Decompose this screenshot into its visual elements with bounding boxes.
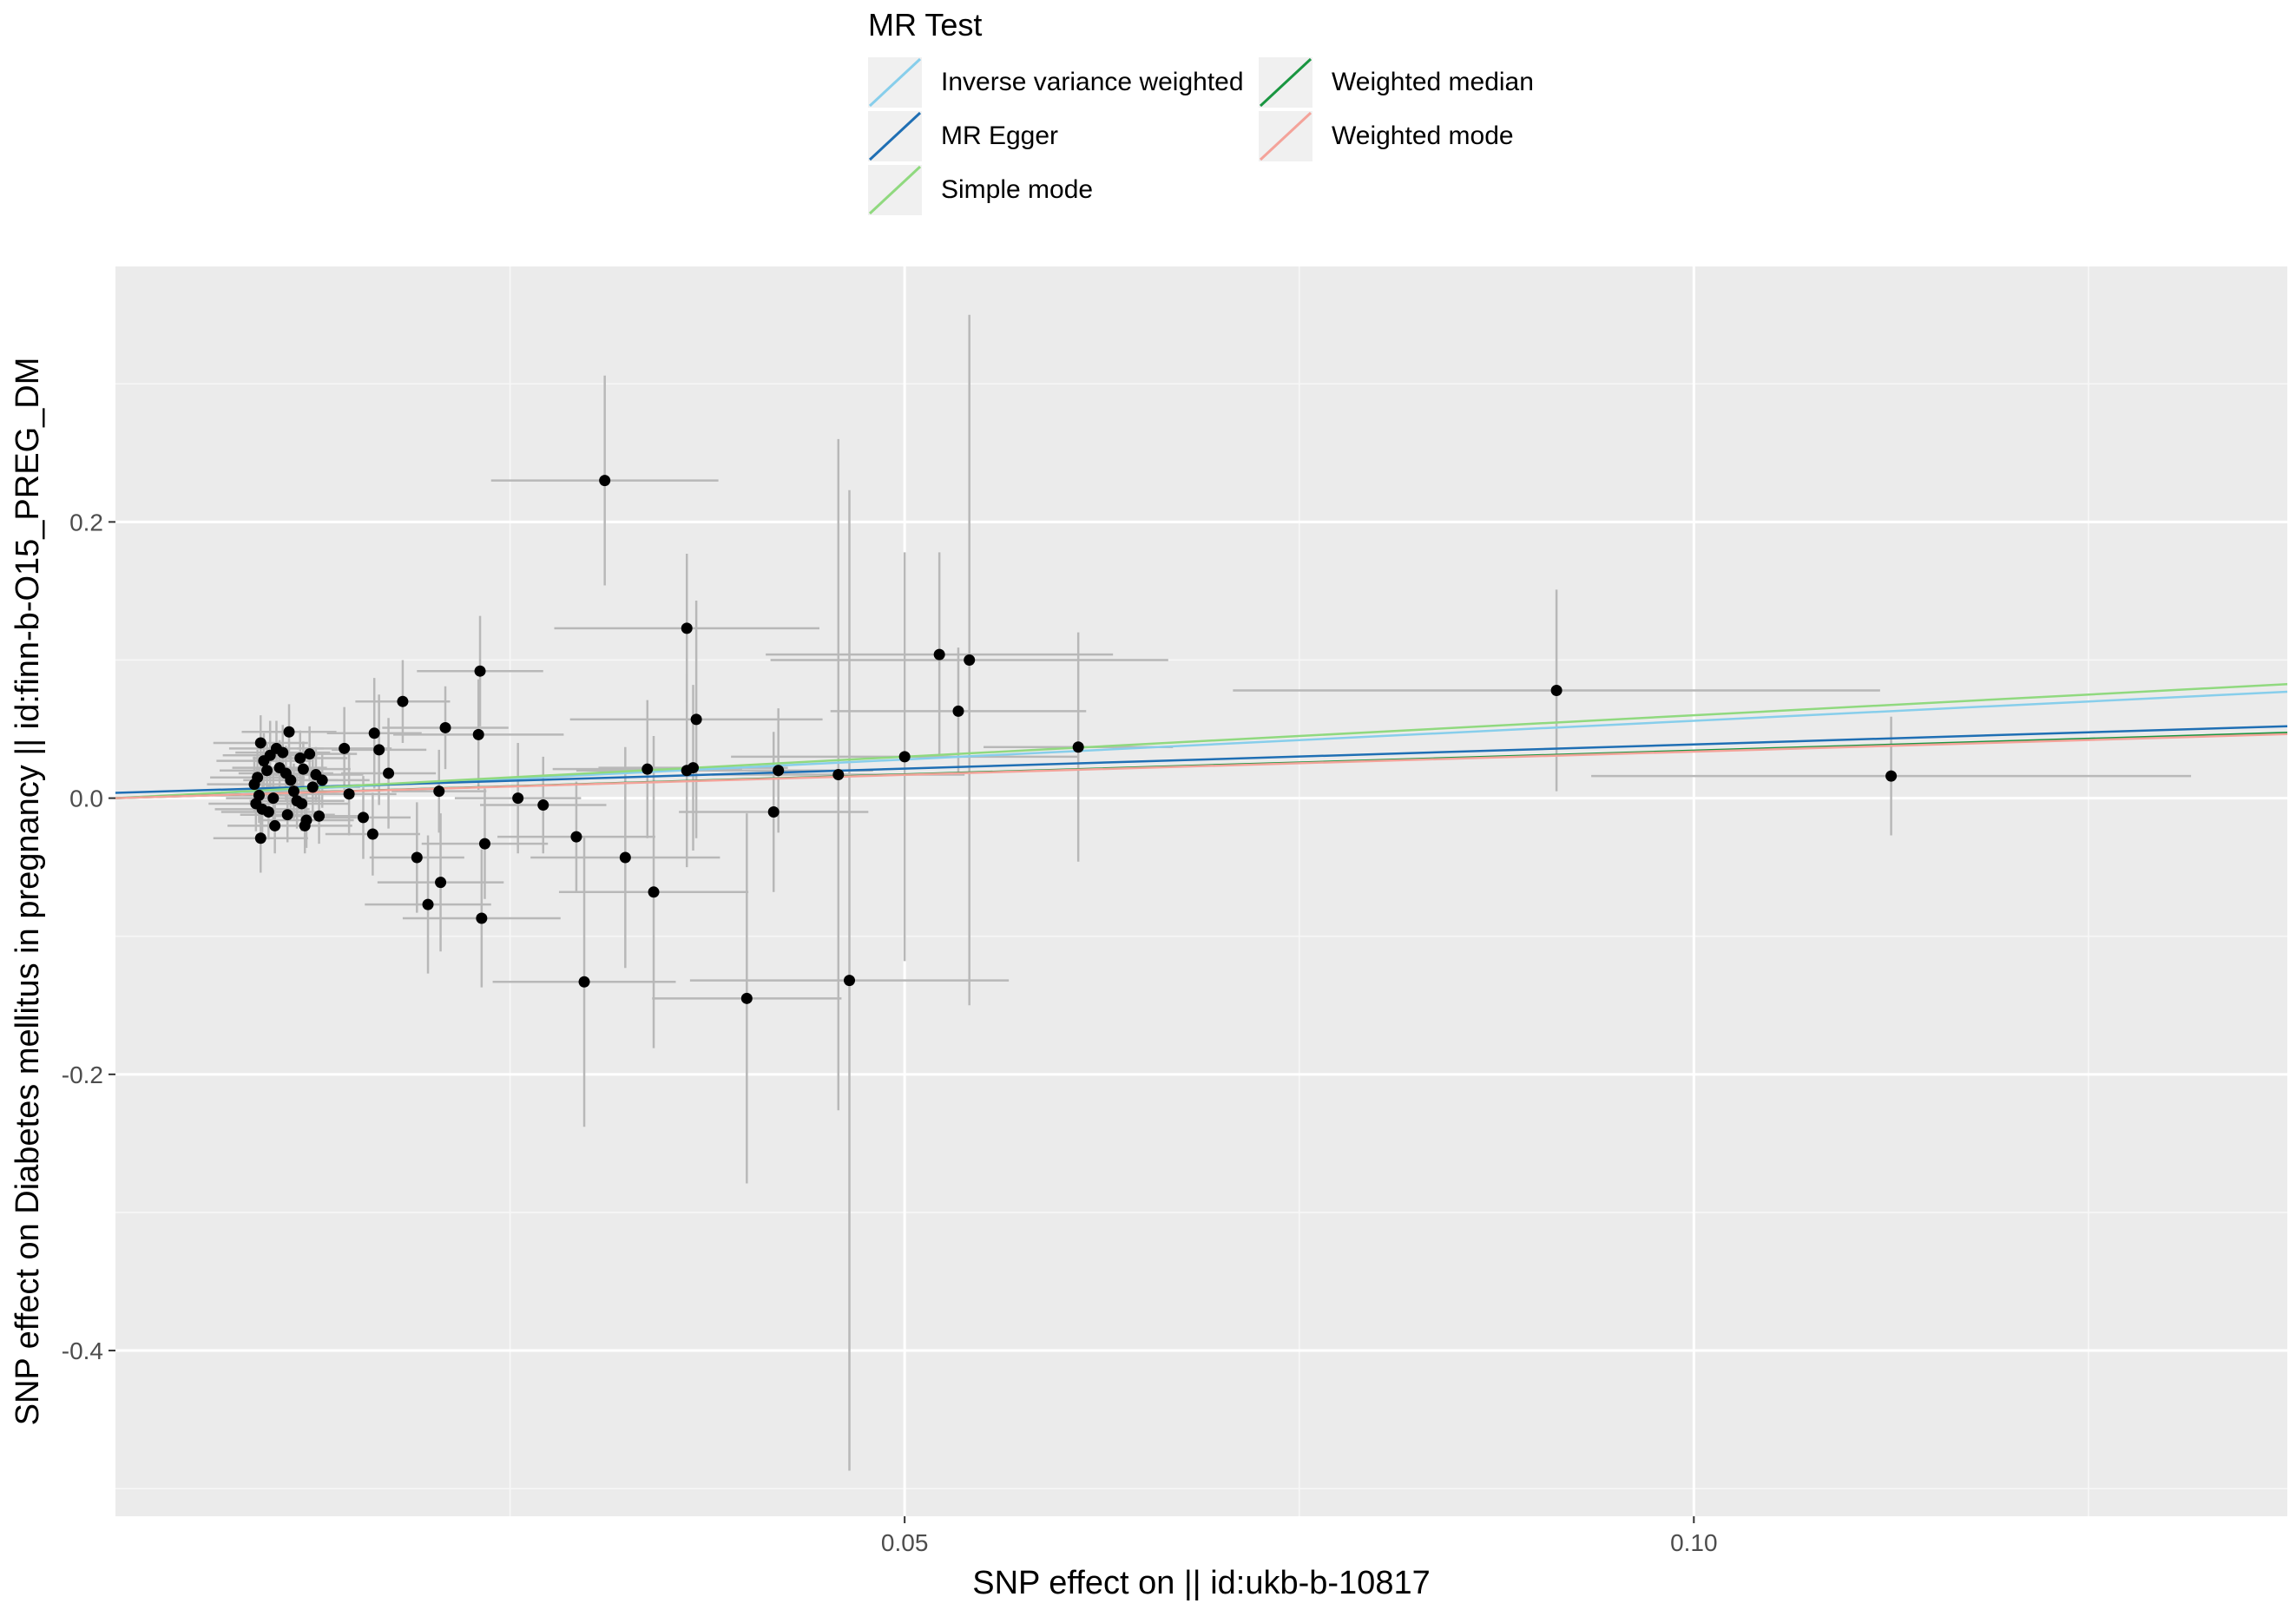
data-point: [287, 785, 299, 798]
data-point: [898, 751, 911, 763]
data-point: [283, 726, 295, 738]
data-point: [285, 774, 297, 786]
data-points: [248, 475, 1898, 1004]
data-point: [306, 781, 319, 793]
legend-item-ivw: Inverse variance weighted: [868, 56, 1244, 108]
data-point: [267, 792, 280, 805]
data-point: [357, 812, 369, 824]
data-point: [832, 769, 845, 781]
regression-line-mr-egger: [115, 725, 2288, 794]
data-point: [439, 721, 451, 733]
data-point: [570, 831, 582, 843]
regression-line-simple-mode: [115, 682, 2288, 799]
data-point: [316, 774, 328, 786]
data-point: [299, 819, 311, 831]
data-point: [254, 737, 266, 749]
data-point: [767, 806, 780, 818]
data-point: [648, 886, 660, 898]
data-point: [261, 765, 273, 777]
legend-item-weighted-median: Weighted median: [1259, 56, 1534, 108]
x-axis-label: SNP effect on || id:ukb-b-10817: [972, 1565, 1430, 1601]
legend-key-mr-egger-icon: [868, 111, 922, 161]
data-point: [339, 742, 351, 754]
axis-ticks: 0.05 0.10 0.2 0.0 -0.2 -0.4: [62, 509, 1718, 1556]
data-point: [844, 975, 856, 987]
data-point: [512, 792, 524, 805]
data-point: [474, 665, 486, 677]
y-tick-label: 0.0: [69, 785, 103, 812]
data-point: [599, 475, 611, 487]
y-tick-label: -0.4: [62, 1337, 103, 1364]
legend-title: MR Test: [868, 7, 983, 43]
regression-line-inverse-variance-weighted: [115, 690, 2288, 799]
data-point: [435, 877, 447, 889]
y-tick-label: -0.2: [62, 1061, 103, 1088]
regression-line-weighted-mode: [115, 733, 2288, 799]
legend-label-simple-mode: Simple mode: [941, 175, 1094, 204]
data-point: [690, 713, 702, 726]
legend-item-weighted-mode: Weighted mode: [1259, 110, 1514, 162]
data-point: [472, 728, 484, 740]
data-point: [262, 806, 274, 818]
data-point: [476, 912, 488, 924]
legend-key-weighted-median-icon: [1259, 57, 1312, 108]
plot-panel: [115, 266, 2287, 1516]
data-point: [1550, 684, 1562, 696]
data-point: [313, 810, 326, 822]
legend-label-ivw: Inverse variance weighted: [941, 68, 1244, 96]
data-point: [773, 765, 785, 777]
regression-lines: [115, 682, 2288, 799]
data-point: [411, 851, 423, 864]
data-point: [258, 755, 270, 767]
data-point: [297, 763, 309, 775]
x-tick-label: 0.05: [881, 1529, 929, 1556]
data-point: [433, 785, 445, 798]
x-tick-label: 0.10: [1670, 1529, 1718, 1556]
y-axis-label: SNP effect on Diabetes mellitus in pregn…: [10, 358, 46, 1426]
data-point: [1072, 741, 1084, 753]
legend-label-weighted-median: Weighted median: [1332, 68, 1534, 96]
major-gridlines: [115, 266, 2287, 1516]
data-point: [383, 767, 395, 779]
data-point: [422, 898, 434, 910]
data-point: [254, 832, 266, 844]
data-point: [619, 851, 631, 864]
data-point: [933, 648, 945, 660]
data-point: [578, 976, 590, 988]
data-point: [269, 819, 281, 831]
data-point: [277, 746, 289, 759]
data-point: [366, 828, 378, 840]
data-point: [281, 809, 293, 821]
data-point: [343, 788, 355, 800]
data-point: [304, 748, 316, 760]
legend-item-simple-mode: Simple mode: [868, 164, 1093, 216]
data-point: [373, 744, 385, 756]
data-point: [296, 798, 308, 810]
data-point: [952, 705, 964, 717]
data-point: [687, 762, 700, 774]
data-point: [397, 695, 409, 707]
legend-item-mr-egger: MR Egger: [868, 110, 1058, 162]
legend-label-mr-egger: MR Egger: [941, 122, 1059, 150]
legend-key-weighted-mode-icon: [1259, 111, 1312, 161]
legend-key-simple-mode-icon: [868, 165, 922, 215]
data-point: [478, 838, 490, 850]
y-tick-label: 0.2: [69, 509, 103, 536]
data-point: [537, 799, 549, 812]
data-point: [248, 779, 260, 791]
data-point: [964, 654, 976, 666]
legend-key-ivw-icon: [868, 57, 922, 108]
minor-gridlines: [115, 266, 2287, 1516]
legend-label-weighted-mode: Weighted mode: [1332, 122, 1514, 150]
data-point: [740, 992, 753, 1004]
data-point: [368, 727, 380, 739]
data-point: [1885, 770, 1898, 782]
data-point: [681, 622, 693, 634]
data-point: [294, 752, 306, 764]
data-point: [641, 763, 654, 775]
